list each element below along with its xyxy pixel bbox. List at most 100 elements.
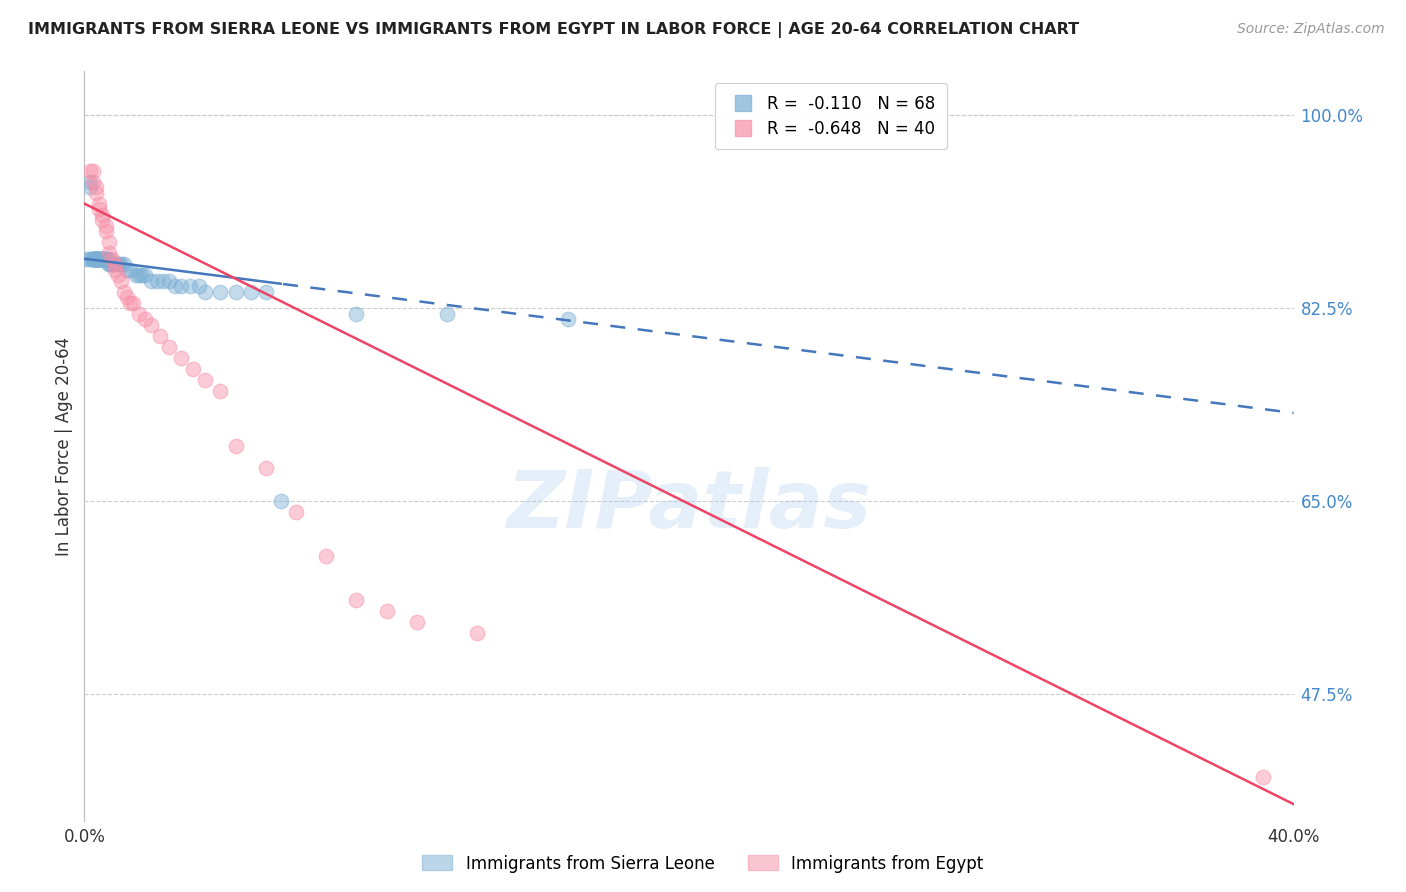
Point [94,219,117,233]
Point [315,549,337,564]
Point [170,279,193,293]
Legend: Immigrants from Sierra Leone, Immigrants from Egypt: Immigrants from Sierra Leone, Immigrants… [416,848,990,880]
Point [86,252,108,266]
Point [79,163,101,178]
Point [82,252,104,266]
Point [115,262,138,277]
Point [91,213,114,227]
Point [128,307,150,321]
Point [89,196,111,211]
Point [91,208,114,222]
Point [86,252,108,266]
Point [194,373,217,387]
Point [97,246,120,260]
Point [79,180,101,194]
Point [86,180,108,194]
Point [97,235,120,249]
Point [181,362,204,376]
Point [170,351,193,365]
Point [94,252,117,266]
Point [91,252,114,266]
Point [115,290,138,304]
Point [86,252,108,266]
Point [467,626,489,640]
Point [86,252,108,266]
Point [107,257,129,271]
Point [110,274,132,288]
Point [107,257,129,271]
Point [110,257,132,271]
Point [285,505,308,519]
Point [128,268,150,283]
Point [91,252,114,266]
Point [86,252,108,266]
Point [82,252,104,266]
Point [86,252,108,266]
Point [134,312,156,326]
Point [97,257,120,271]
Point [79,252,101,266]
Y-axis label: In Labor Force | Age 20-64: In Labor Force | Age 20-64 [55,336,73,556]
Point [76,252,98,266]
Point [157,340,180,354]
Point [118,262,141,277]
Point [134,268,156,283]
Point [149,328,172,343]
Point [89,252,111,266]
Point [146,274,169,288]
Point [86,252,108,266]
Point [91,252,114,266]
Point [112,257,135,271]
Point [346,307,368,321]
Point [100,252,122,266]
Point [89,252,111,266]
Text: Source: ZipAtlas.com: Source: ZipAtlas.com [1237,22,1385,37]
Point [89,252,111,266]
Point [100,257,122,271]
Point [82,175,104,189]
Point [107,268,129,283]
Point [89,252,111,266]
Point [89,202,111,216]
Point [100,257,122,271]
Point [239,285,262,299]
Point [165,279,187,293]
Point [104,262,127,277]
Point [94,252,117,266]
Point [79,175,101,189]
Point [104,257,127,271]
Point [97,257,120,271]
Legend: R =  -0.110   N = 68, R =  -0.648   N = 40: R = -0.110 N = 68, R = -0.648 N = 40 [716,84,946,150]
Point [270,494,292,508]
Point [100,257,122,271]
Text: IMMIGRANTS FROM SIERRA LEONE VS IMMIGRANTS FROM EGYPT IN LABOR FORCE | AGE 20-64: IMMIGRANTS FROM SIERRA LEONE VS IMMIGRAN… [28,22,1080,38]
Point [86,186,108,200]
Point [1253,770,1275,784]
Point [179,279,201,293]
Point [82,252,104,266]
Point [97,252,120,266]
Point [139,274,162,288]
Point [125,268,148,283]
Point [91,252,114,266]
Point [121,295,143,310]
Point [86,252,108,266]
Point [557,312,579,326]
Point [118,295,141,310]
Point [188,279,211,293]
Point [406,615,429,630]
Point [225,439,247,453]
Point [91,252,114,266]
Point [82,163,104,178]
Point [152,274,174,288]
Point [89,252,111,266]
Point [157,274,180,288]
Point [104,257,127,271]
Point [112,285,135,299]
Point [89,252,111,266]
Point [131,268,153,283]
Point [225,285,247,299]
Point [209,384,232,398]
Point [436,307,458,321]
Point [82,252,104,266]
